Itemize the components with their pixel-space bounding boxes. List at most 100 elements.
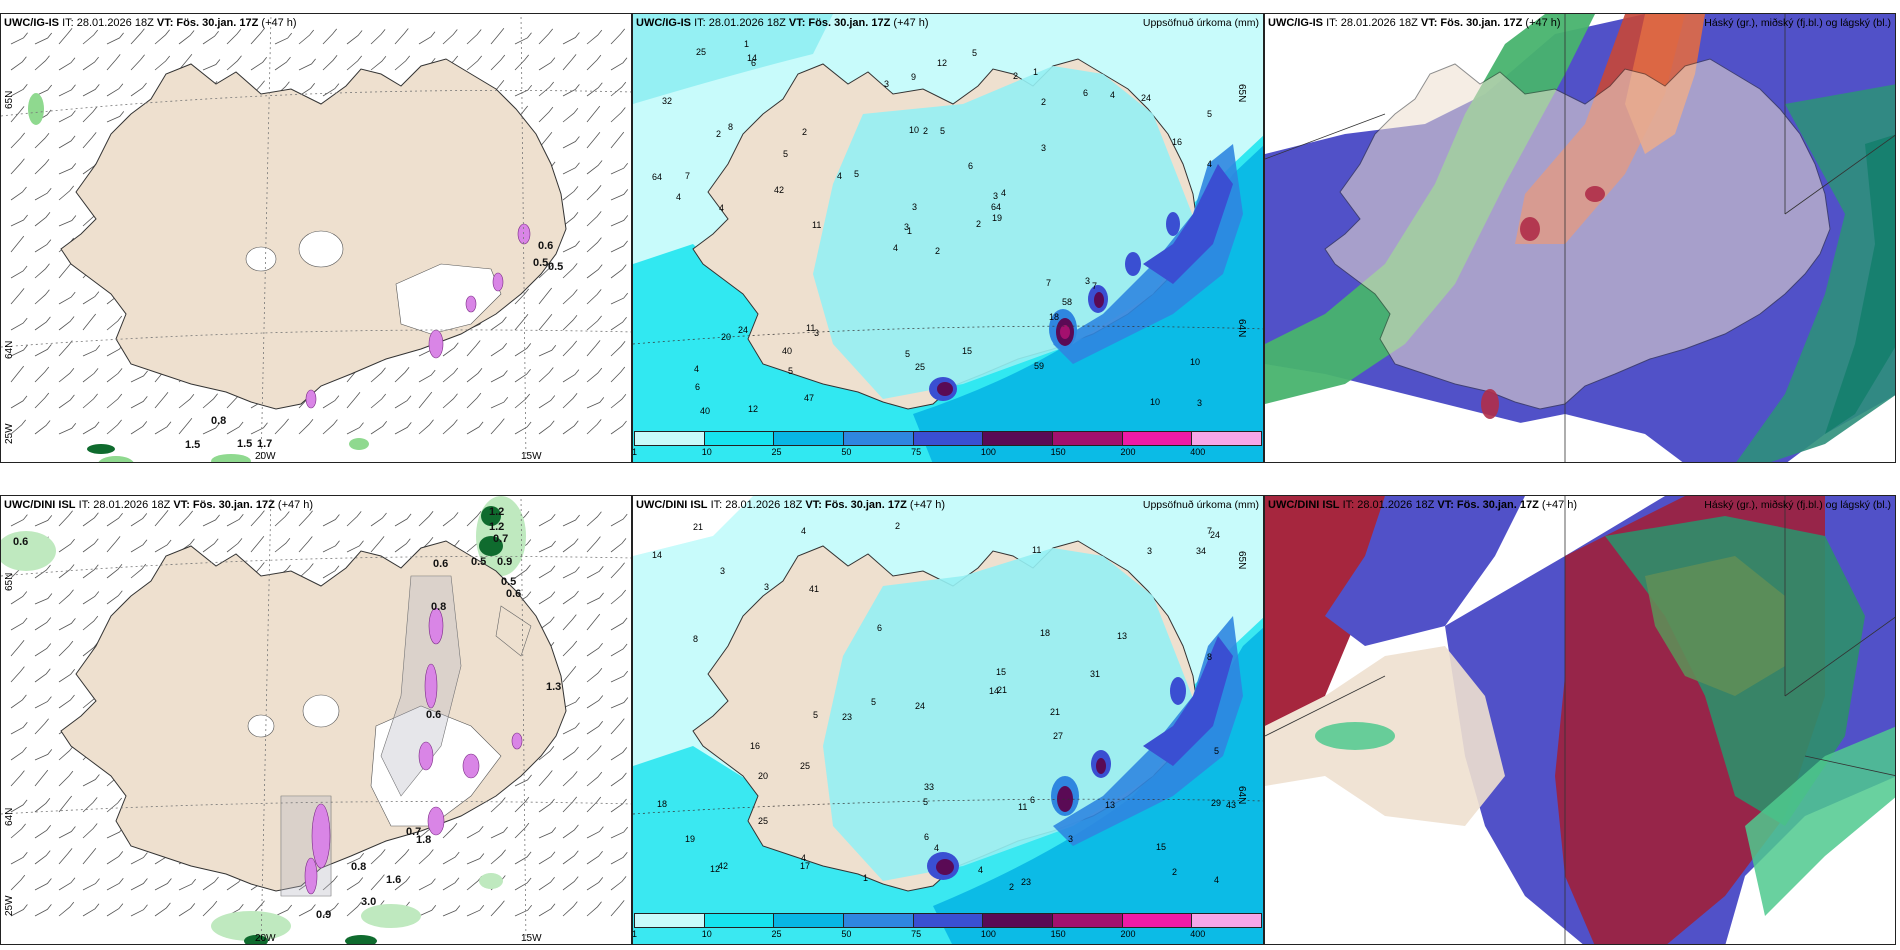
wind-value: 0.6 bbox=[433, 558, 449, 570]
wind-barb bbox=[10, 694, 27, 709]
wind-barb bbox=[562, 393, 578, 409]
wind-barb bbox=[34, 263, 50, 279]
wind-barb bbox=[58, 538, 75, 553]
wind-barb bbox=[370, 536, 385, 553]
precip-value: 5 bbox=[783, 149, 789, 159]
precip-value: 23 bbox=[842, 712, 853, 722]
wind-barb bbox=[514, 288, 530, 305]
wind-barb bbox=[514, 796, 530, 813]
wind-barb bbox=[490, 27, 505, 45]
wind-barb bbox=[322, 419, 338, 435]
precip-value: 5 bbox=[1207, 109, 1213, 119]
wind-barb bbox=[514, 84, 533, 97]
wind-barb bbox=[586, 340, 601, 357]
wind-barb bbox=[586, 771, 603, 787]
wind-barb bbox=[82, 512, 99, 527]
wind-barb bbox=[154, 902, 171, 917]
wind-barb bbox=[202, 422, 221, 435]
wind-barb bbox=[106, 54, 121, 71]
legend-color-swatch bbox=[704, 914, 775, 927]
wind-barb bbox=[106, 368, 123, 383]
precip-value: 3 bbox=[904, 222, 910, 232]
wind-barb bbox=[58, 316, 75, 331]
wind-barb bbox=[82, 823, 98, 839]
wind-value: 0.8 bbox=[351, 861, 367, 873]
wind-barb bbox=[10, 344, 28, 357]
legend-color-swatch bbox=[1192, 914, 1262, 927]
wind-barb bbox=[514, 822, 530, 839]
precip-value: 43 bbox=[1226, 800, 1237, 810]
precip-value: 6 bbox=[751, 58, 757, 68]
wind-barb bbox=[514, 851, 532, 865]
precip-value: 14 bbox=[652, 550, 663, 560]
wind-barb bbox=[10, 746, 27, 761]
wind-barb bbox=[586, 54, 602, 71]
wind-barb bbox=[538, 345, 557, 357]
wind-barb bbox=[58, 135, 76, 149]
wind-barb bbox=[418, 878, 436, 891]
lon-label-15w: 15W bbox=[521, 451, 542, 462]
wind-barb bbox=[10, 874, 26, 891]
precip-value: 6 bbox=[695, 382, 701, 392]
wind-barb bbox=[418, 419, 434, 435]
wind-barb bbox=[202, 900, 218, 917]
wind-barb bbox=[370, 393, 387, 409]
wind-barb bbox=[34, 158, 50, 175]
wind-barb bbox=[586, 237, 602, 253]
precip-value: 16 bbox=[750, 741, 761, 751]
wind-barb bbox=[442, 905, 461, 917]
wind-barb bbox=[610, 538, 627, 553]
wind-barb bbox=[538, 798, 555, 813]
legend-color-swatch bbox=[983, 432, 1054, 445]
wind-barb bbox=[34, 643, 52, 657]
precip-map-panel-top: UWC/IG-IS IT: 28.01.2026 18Z VT: Fös. 30… bbox=[632, 13, 1264, 463]
wind-barb bbox=[490, 826, 508, 839]
precip-value: 6 bbox=[1030, 795, 1036, 805]
wind-barb bbox=[562, 54, 577, 71]
precip-value: 13 bbox=[1105, 800, 1116, 810]
wind-value: 0.8 bbox=[211, 415, 227, 427]
wind-barb bbox=[418, 849, 434, 865]
wind-barb bbox=[610, 366, 626, 383]
wind-barb bbox=[34, 239, 52, 253]
wind-barb bbox=[514, 368, 531, 383]
wind-barb bbox=[562, 901, 578, 917]
wind-barb bbox=[610, 28, 626, 45]
wind-barb bbox=[298, 510, 313, 527]
precip-value: 29 bbox=[1211, 798, 1222, 808]
wind-barb bbox=[538, 106, 554, 123]
wind-barb bbox=[10, 722, 28, 735]
precip-value: 5 bbox=[972, 48, 978, 58]
precip-value: 3 bbox=[912, 202, 918, 212]
wind-barb bbox=[346, 540, 364, 553]
wind-barb bbox=[562, 614, 577, 631]
wind-barb bbox=[34, 32, 53, 45]
wind-barb bbox=[562, 538, 579, 553]
wind-barb bbox=[562, 340, 578, 357]
wind-barb bbox=[346, 511, 362, 527]
cloud-map-top bbox=[1265, 14, 1895, 462]
wind-barb bbox=[226, 55, 242, 71]
precip-value: 5 bbox=[871, 697, 877, 707]
wind-barb bbox=[370, 849, 386, 865]
wind-barb bbox=[130, 396, 148, 409]
lat-label-64n: 64N bbox=[4, 807, 15, 826]
wind-barb bbox=[34, 212, 51, 227]
wind-barb bbox=[538, 81, 555, 97]
wind-barb bbox=[562, 665, 577, 683]
wind-barb bbox=[82, 564, 99, 579]
wind-barb bbox=[250, 28, 265, 45]
precip-value: 31 bbox=[1090, 669, 1101, 679]
panel-header: UWC/IG-IS IT: 28.01.2026 18Z VT: Fös. 30… bbox=[1268, 17, 1561, 29]
lat-label-65n: 65N bbox=[1236, 551, 1247, 570]
precip-value: 12 bbox=[748, 404, 759, 414]
wind-barb bbox=[322, 875, 338, 891]
wind-barb bbox=[322, 902, 339, 917]
precip-value: 3 bbox=[884, 79, 890, 89]
precip-value: 6 bbox=[1083, 88, 1089, 98]
precip-value: 5 bbox=[923, 797, 929, 807]
precip-value: 19 bbox=[685, 834, 696, 844]
lon-label-25w: 25W bbox=[4, 423, 15, 444]
wind-barb bbox=[586, 419, 602, 435]
wind-barb bbox=[202, 514, 220, 527]
